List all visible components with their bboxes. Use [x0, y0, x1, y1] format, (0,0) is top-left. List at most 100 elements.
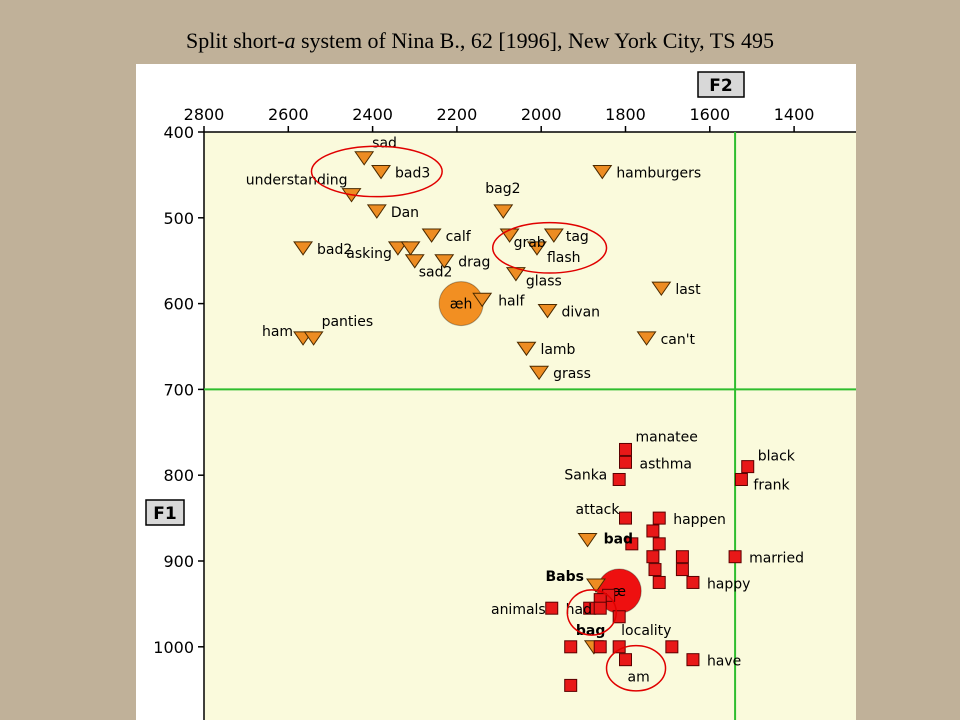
point-label: grass [553, 366, 591, 382]
x-tick-label: 2200 [437, 105, 478, 124]
point-label: had [566, 602, 592, 618]
guide-lines [204, 132, 856, 720]
point-label: half [498, 293, 525, 309]
point-label: lamb [540, 342, 575, 358]
lax-point [593, 601, 607, 615]
f1-axis-label: F1 [153, 504, 176, 524]
x-tick-label: 2800 [184, 105, 225, 124]
point-labels: sad bad3 understanding Dan bag2 grab hamburger… [246, 136, 804, 686]
point-label: locality [621, 623, 671, 639]
point-label: divan [562, 304, 601, 320]
lax-point [675, 550, 689, 564]
point-label: hamburgers [616, 165, 701, 181]
lax-point [612, 640, 626, 654]
point-label: bad2 [317, 242, 352, 258]
f1-axis-label-box: F1 [145, 499, 185, 526]
y-tick-label: 1000 [153, 638, 194, 657]
tense-point [366, 204, 387, 219]
tense-point [371, 164, 391, 180]
point-label: sad2 [419, 265, 453, 281]
tense-point [527, 241, 547, 256]
point-label: grab [514, 235, 546, 251]
lax-point [665, 640, 679, 654]
lax-point [545, 601, 559, 615]
x-tick-label: 2400 [352, 105, 393, 124]
lax-point [619, 442, 632, 456]
point-label: tag [566, 229, 589, 245]
y-tick-label: 700 [163, 380, 194, 399]
y-tick-label: 500 [163, 209, 194, 228]
y-tick-label: 900 [163, 552, 194, 571]
point-label: Sanka [564, 467, 607, 483]
f2-axis-label: F2 [709, 76, 732, 96]
tense-point [421, 228, 442, 243]
point-label: frank [753, 477, 790, 493]
point-label: asking [346, 246, 392, 262]
tense-point [529, 365, 550, 381]
lax-point [741, 460, 755, 474]
formant-chart: 2800 2600 2400 2200 2000 1800 1600 1400 400 500 6… [136, 64, 856, 720]
mean-symbol: æ [612, 584, 626, 600]
y-tick-label: 400 [163, 123, 194, 142]
title-italic: a [284, 28, 296, 53]
lax-point [564, 640, 578, 654]
chart-svg: 2800 2600 2400 2200 2000 1800 1600 1400 400 500 6… [145, 71, 856, 720]
title-suffix: system of Nina B., 62 [1996], New York C… [295, 28, 774, 53]
point-label: panties [322, 314, 374, 330]
point-label: happy [707, 576, 751, 592]
lax-point [625, 537, 639, 551]
point-label: Babs [546, 569, 584, 585]
highlight-ellipse [605, 644, 667, 692]
lax-point [593, 640, 607, 654]
lax-point [675, 563, 689, 577]
point-label: am [628, 670, 650, 686]
lax-point [564, 678, 578, 692]
point-label: Dan [391, 205, 419, 221]
tense-point [404, 254, 425, 269]
lax-point [619, 511, 632, 525]
point-label: bag [576, 623, 606, 639]
point-label: have [707, 654, 741, 670]
f2-axis-label-box: F2 [697, 71, 745, 98]
point-label: black [758, 449, 796, 465]
lax-point [619, 653, 632, 667]
tense-point [387, 241, 408, 256]
lax-point [652, 511, 666, 525]
y-tick-label: 600 [163, 295, 194, 314]
tense-point [586, 578, 606, 593]
point-label: happen [673, 512, 726, 528]
point-label: attack [576, 502, 621, 518]
tense-point [400, 241, 421, 256]
tense-point [516, 341, 537, 357]
point-label: ham [262, 324, 293, 340]
tense-point [651, 281, 672, 297]
tense-point [434, 254, 455, 269]
tense-point [636, 331, 657, 346]
point-label: bad [604, 532, 634, 548]
point-label: bag2 [485, 181, 520, 197]
tense-point [577, 533, 598, 548]
lax-point [612, 472, 626, 486]
tense-point [293, 241, 314, 256]
point-label: manatee [636, 429, 698, 445]
title-prefix: Split short- [186, 28, 285, 53]
x-tick-label: 1800 [605, 105, 646, 124]
x-tick-label: 1600 [689, 105, 730, 124]
vowel-means: æh æ [438, 281, 642, 614]
plot-area [204, 132, 856, 720]
x-tick-label: 2600 [268, 105, 309, 124]
lax-point [686, 575, 700, 589]
mean-symbol: æh [450, 297, 473, 313]
highlight-ellipse [491, 221, 608, 274]
y-axis-ticks: 400 500 600 700 800 900 1000 [153, 123, 204, 657]
point-label: flash [547, 250, 581, 266]
tense-point [543, 228, 564, 243]
lax-point [646, 524, 660, 538]
point-label: drag [458, 255, 490, 271]
point-label: animals [491, 602, 546, 618]
tense-point [493, 204, 514, 219]
lax-point [652, 537, 666, 551]
point-label: sad [372, 136, 397, 152]
lax-point [686, 653, 700, 667]
lax-point [734, 472, 748, 486]
